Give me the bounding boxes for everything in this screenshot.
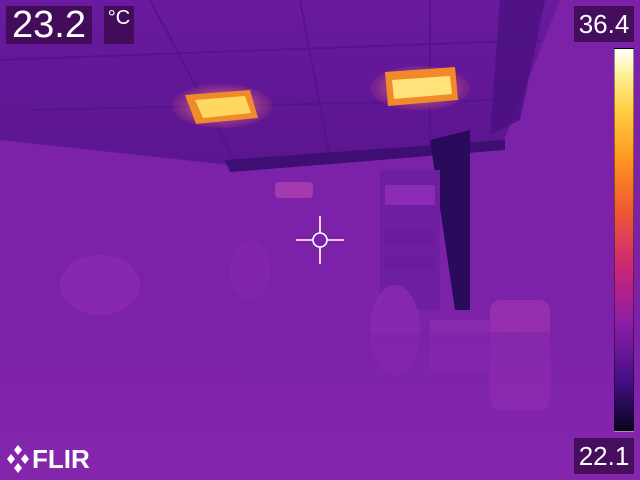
spot-temperature-value: 23.2 [12, 4, 86, 46]
temperature-unit: °C [104, 6, 134, 44]
scale-min-value: 22.1 [578, 441, 630, 471]
flir-logo: FLIR [6, 444, 90, 474]
spot-temperature-readout: 23.2 [6, 6, 92, 44]
flir-diamond-logo-icon [7, 445, 29, 473]
scale-min-label: 22.1 [574, 438, 634, 474]
scale-max-label: 36.4 [574, 6, 634, 42]
brand-name: FLIR [32, 444, 90, 474]
spot-meter-crosshair-icon [296, 216, 344, 264]
scale-max-value: 36.4 [578, 9, 630, 39]
temperature-unit-label: °C [107, 7, 131, 29]
color-scale-bar [614, 48, 634, 432]
